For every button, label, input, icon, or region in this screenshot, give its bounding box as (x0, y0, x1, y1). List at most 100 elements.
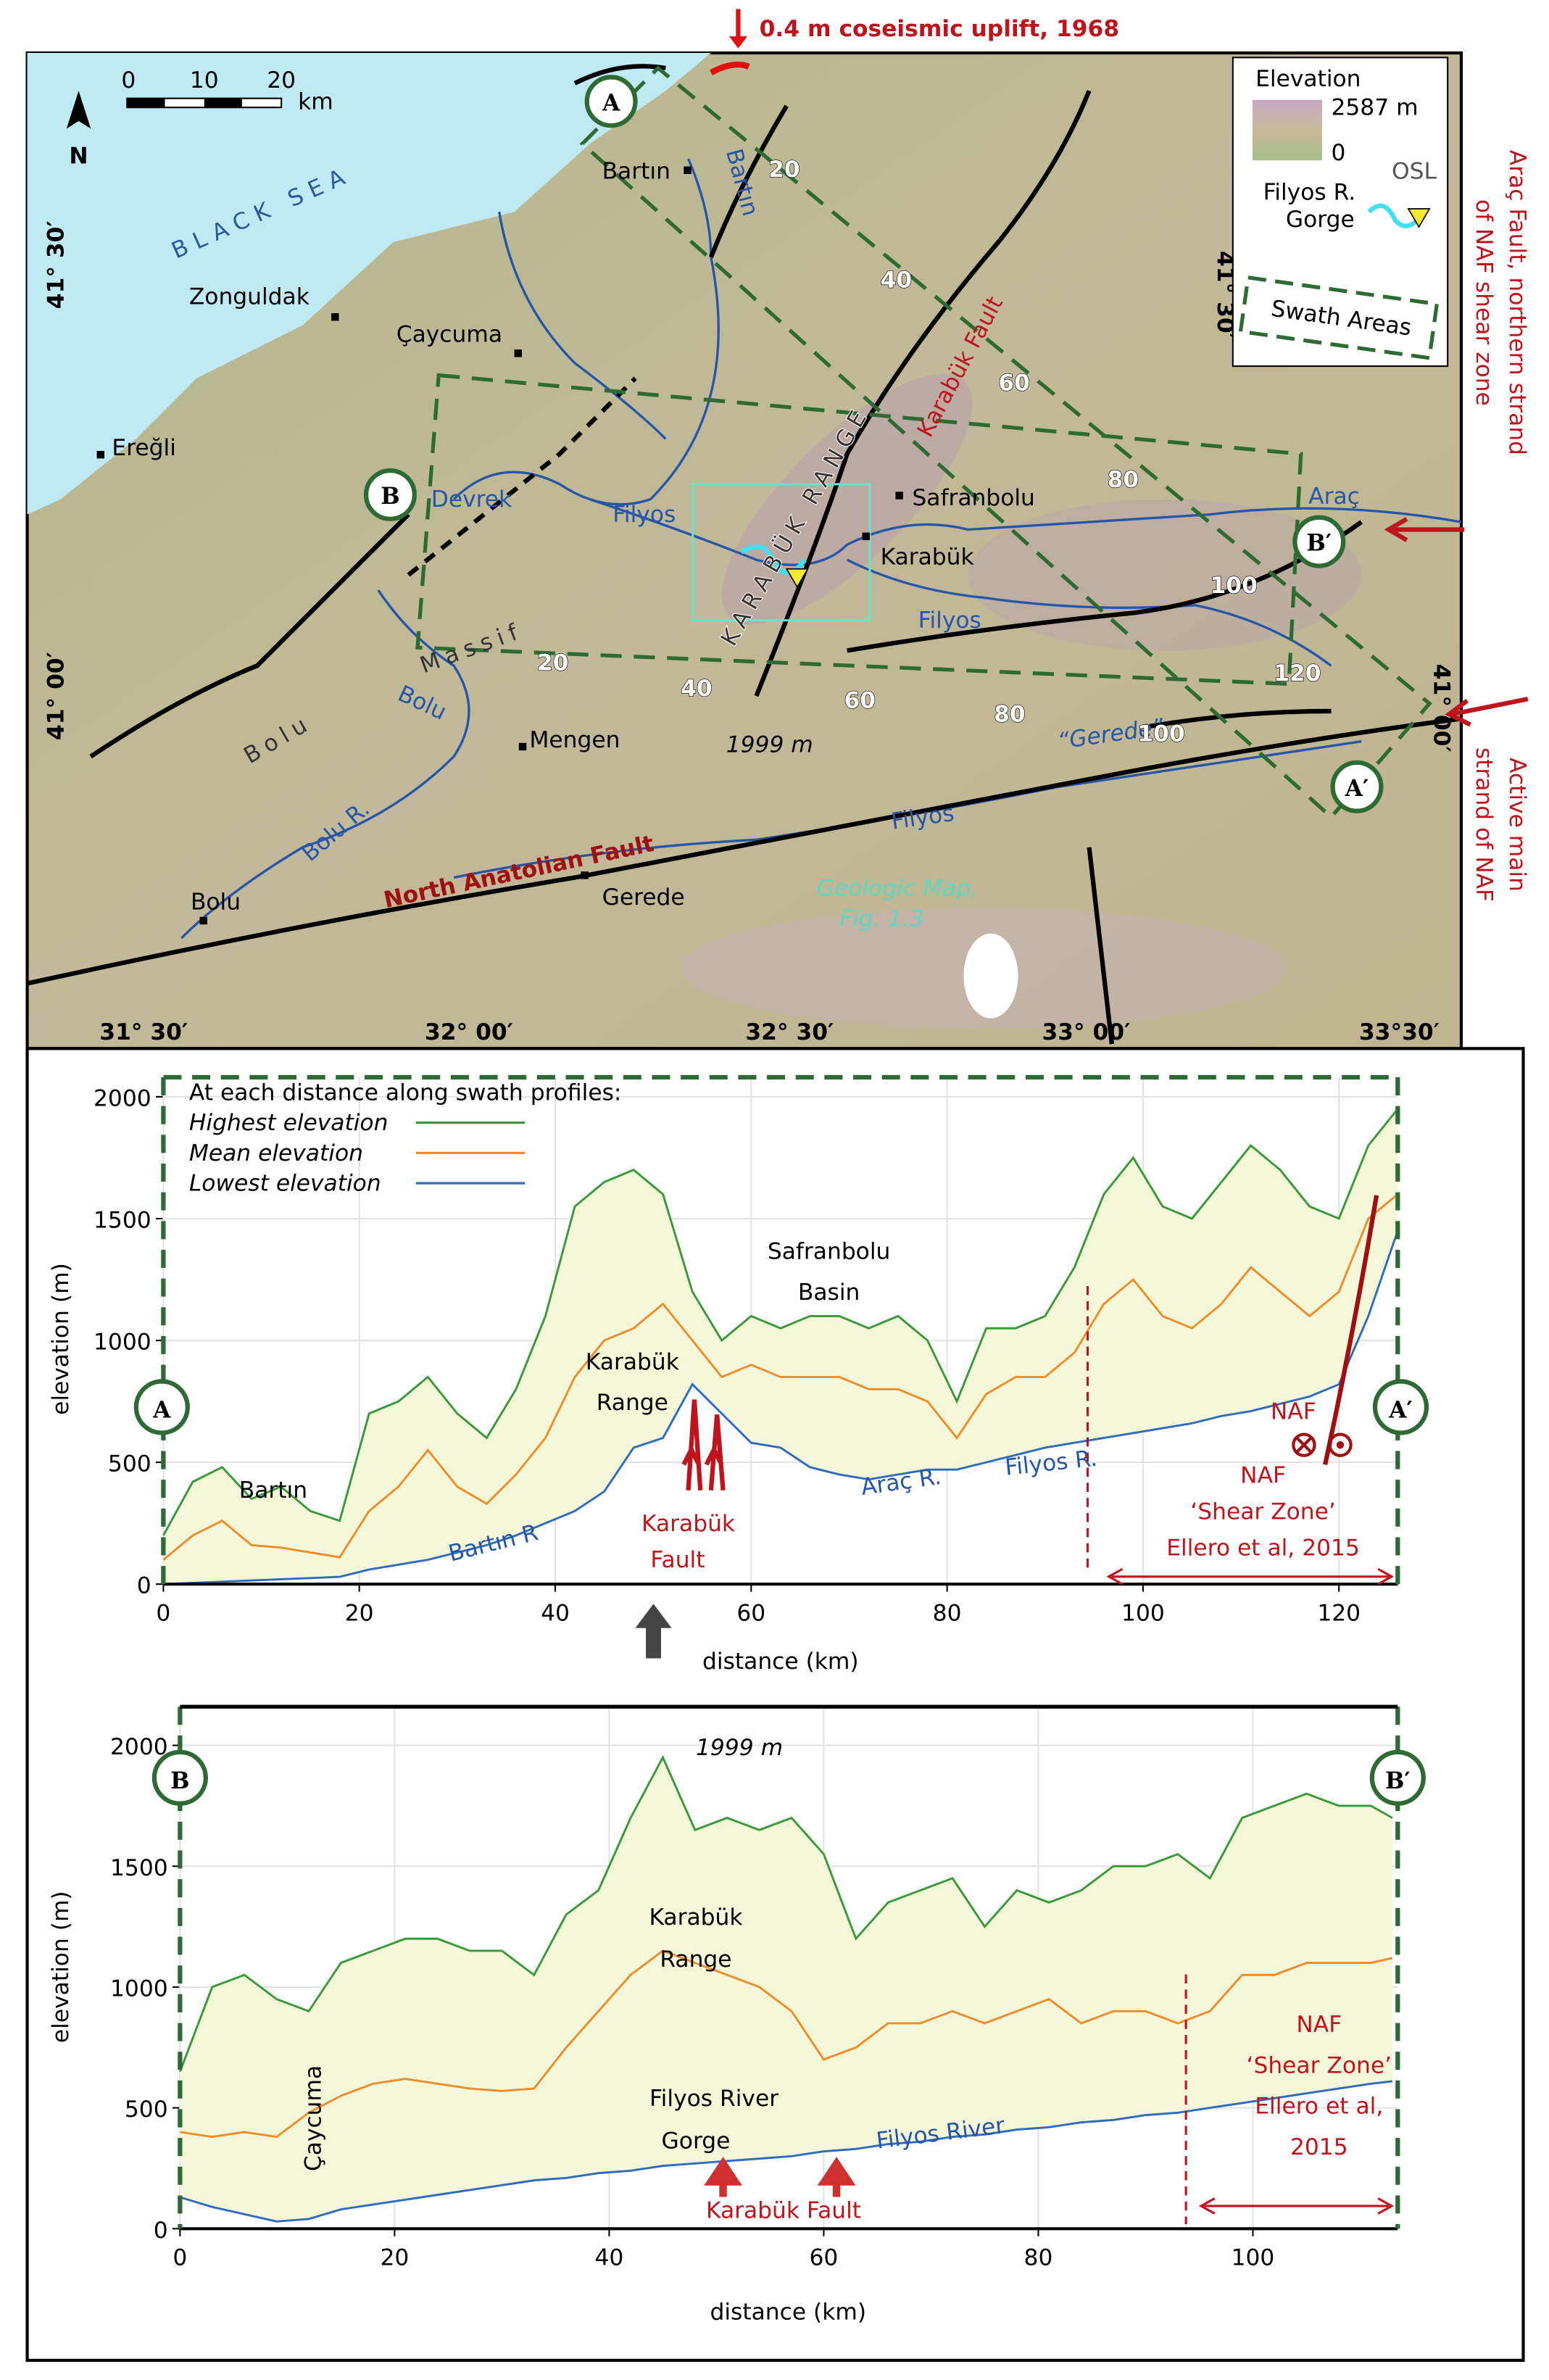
annotation: Filyos River (649, 2086, 778, 2112)
y-tick-label: 0 (137, 1573, 151, 1599)
map-legend: Elevation 2587 m 0 Filyos R. Gorge OSL S… (1232, 57, 1449, 368)
annotation: Karabük (586, 1349, 680, 1375)
latitude: 41° 00′ (1428, 664, 1454, 752)
uplift-coast (709, 61, 750, 75)
town-marker (895, 492, 903, 499)
contour-labels: 20 40 60 80 100 120 20 40 60 80 100 (536, 157, 1321, 748)
town: Zonguldak (189, 284, 310, 310)
north-label: N (69, 143, 88, 169)
x-axis-label: distance (km) (702, 1649, 859, 1675)
chart: 0 500 1000 1500 2000 0 20 40 60 80 100 120 distance … (48, 1074, 1400, 1675)
scale-tick: 0 (121, 67, 136, 94)
uplift-note: 0.4 m coseismic uplift, 1968 (760, 16, 1119, 42)
annotation: Karabük (641, 1511, 736, 1537)
longitude: 32° 00′ (425, 1019, 513, 1045)
annotation: Range (660, 1946, 731, 1973)
series-line (162, 1193, 1399, 1561)
end-label: A (602, 90, 620, 116)
snow (963, 933, 1018, 1019)
shear-zone-arrow (1106, 1567, 1395, 1585)
arrow (66, 91, 91, 129)
end-marker (363, 468, 417, 522)
arrow (728, 36, 747, 49)
end-marker (1330, 760, 1384, 813)
end-marker (1372, 1379, 1429, 1435)
chart-b-annotations: B B′ 1999 m Karabük Range Çaycuma Filyos… (151, 1735, 1426, 2225)
end-label: A (152, 1398, 171, 1424)
river-label: Filyos (612, 502, 676, 528)
town-marker (581, 871, 589, 879)
osl-swatch (1407, 208, 1431, 228)
contour: 120 (1274, 660, 1321, 687)
y-tick-label: 2000 (94, 1085, 151, 1111)
town-marker (862, 532, 870, 541)
end-label: B′ (1385, 1768, 1411, 1794)
river-label: Devrek (431, 486, 512, 513)
x-tick-label: 40 (541, 1600, 570, 1626)
annotation: Ellero et al, (1255, 2094, 1383, 2120)
contour: 20 (768, 157, 800, 183)
legend-osl: OSL (1392, 158, 1437, 184)
legend-title: At each distance along swath profiles: (189, 1079, 622, 1106)
annotation: Range (597, 1390, 668, 1416)
end-label: B (170, 1768, 189, 1794)
side-note: Active main (1504, 758, 1530, 892)
towns: Zonguldak Çaycuma Ereğli Bartın Safranbo… (96, 158, 1035, 925)
range-band (163, 1108, 1398, 1585)
river-label: Filyos (918, 608, 981, 634)
x-tick-label: 80 (933, 1600, 962, 1626)
annotation: 2015 (1290, 2134, 1348, 2160)
town: Safranbolu (912, 485, 1034, 511)
legend-min: 0 (1331, 140, 1345, 166)
annotation: Ellero et al, 2015 (1166, 1535, 1360, 1562)
town: Bartın (602, 158, 670, 184)
legend-label: Mean elevation (189, 1140, 363, 1166)
contour: 40 (681, 676, 713, 702)
annotation: Basin (798, 1280, 860, 1306)
range-band (180, 1757, 1392, 2222)
profile-ends: A B B′ A′ (363, 75, 1384, 813)
series-line (180, 1949, 1393, 2139)
gorge-swatch (1367, 203, 1424, 228)
longitude: 33° 00′ (1042, 1019, 1130, 1045)
town: Ereğli (112, 435, 175, 461)
river-label: Araç (1308, 484, 1360, 510)
annotation: NAF (1240, 1462, 1286, 1488)
relief (721, 374, 973, 625)
y-tick-label: 500 (108, 1451, 151, 1477)
y-tick-label: 1500 (110, 1855, 168, 1881)
town: Karabük (881, 544, 975, 570)
side-notes: Araç Fault, northern strand of NAF shear… (1384, 150, 1530, 902)
peak-label: 1999 m (726, 731, 813, 758)
series-line (179, 2080, 1393, 2223)
y-tick-label: 1000 (110, 1975, 168, 2002)
scale-segment (204, 98, 242, 108)
north-arrow: N (66, 91, 91, 169)
series-line (162, 1108, 1399, 1536)
fault-arrows (681, 1399, 726, 1491)
scale-unit: km (298, 88, 333, 115)
motion-symbol (1328, 1432, 1353, 1457)
faults (26, 64, 1462, 1045)
annotation: Çaycuma (300, 2065, 326, 2171)
x-tick-label: 20 (380, 2244, 409, 2271)
series-line (163, 1230, 1399, 1585)
rivers (180, 158, 1462, 940)
y-tick-label: 0 (154, 2218, 168, 2244)
annotation: Safranbolu (768, 1238, 890, 1264)
x-tick-label: 60 (810, 2244, 839, 2271)
longitude: 33°30′ (1359, 1019, 1440, 1045)
contour: 80 (994, 702, 1026, 728)
legend-max: 2587 m (1331, 95, 1418, 121)
y-tick-label: 500 (125, 2097, 168, 2123)
y-tick-label: 1000 (94, 1330, 151, 1356)
note-line: Geologic Map, (817, 876, 978, 902)
annotation: Karabük Fault (706, 2198, 861, 2224)
chart: 0 500 1000 1500 2000 0 20 40 60 80 100 distance (km… (48, 1704, 1400, 2326)
contour: 100 (1210, 573, 1258, 599)
motion-symbol (1295, 1436, 1313, 1454)
contour: 40 (881, 268, 913, 294)
legend-gorge: Gorge (1286, 207, 1355, 233)
